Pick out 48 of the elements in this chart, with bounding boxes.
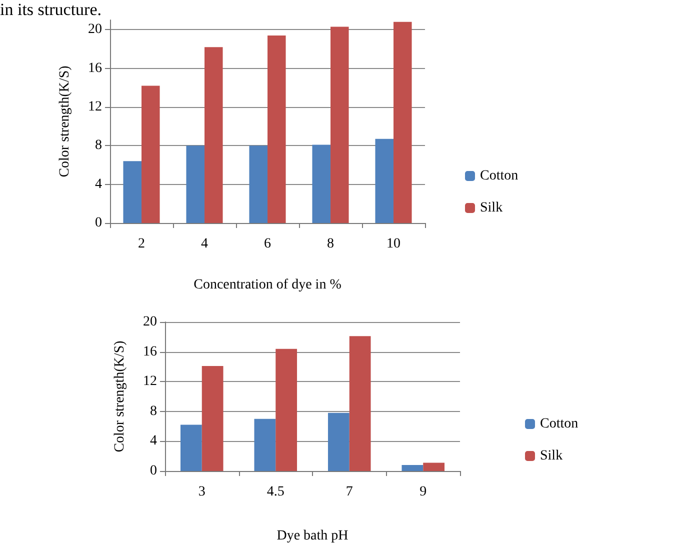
- y-tick-label: 0: [150, 464, 157, 478]
- x-axis-title: Concentration of dye in %: [194, 278, 342, 292]
- x-tick-label: 6: [264, 236, 271, 252]
- legend-label: Cotton: [540, 416, 578, 432]
- text: in its structure.: [0, 0, 103, 20]
- bar: [394, 22, 412, 223]
- y-tick-label: 4: [95, 176, 102, 192]
- legend-label: Silk: [480, 200, 503, 216]
- x-tick-label: 4.5: [266, 484, 284, 500]
- legend-label: Cotton: [480, 168, 518, 184]
- bar: [349, 336, 371, 471]
- y-tick-label: 12: [88, 100, 102, 114]
- x-tick-label: 2: [138, 236, 145, 252]
- y-tick-label: 20: [143, 314, 157, 330]
- bar: [330, 26, 349, 223]
- y-tick-label: 16: [88, 60, 102, 76]
- x-tick-label: 10: [386, 236, 400, 252]
- y-tick-label: 4: [150, 434, 157, 449]
- y-tick-label: 8: [95, 138, 102, 154]
- bar: [142, 86, 160, 223]
- bar: [202, 366, 224, 471]
- x-axis-title: Dye bath pH: [276, 528, 348, 544]
- bar: [249, 146, 268, 223]
- legend-label: Silk: [540, 448, 563, 464]
- bar: [268, 35, 286, 223]
- bar: [123, 161, 142, 223]
- y-axis-title: Color strength(K/S): [58, 65, 72, 178]
- bar: [186, 146, 204, 223]
- y-tick-label: 8: [150, 404, 157, 419]
- bar: [204, 47, 223, 223]
- y-tick-label: 0: [95, 216, 102, 230]
- bar: [254, 418, 276, 471]
- bar: [312, 144, 330, 223]
- bar: [328, 412, 350, 471]
- bar: [276, 348, 298, 471]
- bar: [180, 424, 202, 471]
- bar: [402, 465, 424, 471]
- x-tick-label: 7: [346, 484, 353, 500]
- y-axis-title: Color strength(K/S): [112, 340, 128, 452]
- bar: [423, 462, 445, 471]
- y-tick-label: 12: [143, 374, 157, 390]
- y-tick-label: 16: [143, 344, 157, 360]
- x-tick-label: 8: [327, 236, 334, 252]
- x-tick-label: 4: [201, 236, 208, 252]
- x-tick-label: 3: [198, 484, 206, 500]
- y-tick-label: 20: [88, 22, 102, 38]
- x-tick-label: 9: [420, 484, 427, 500]
- bar: [375, 138, 394, 223]
